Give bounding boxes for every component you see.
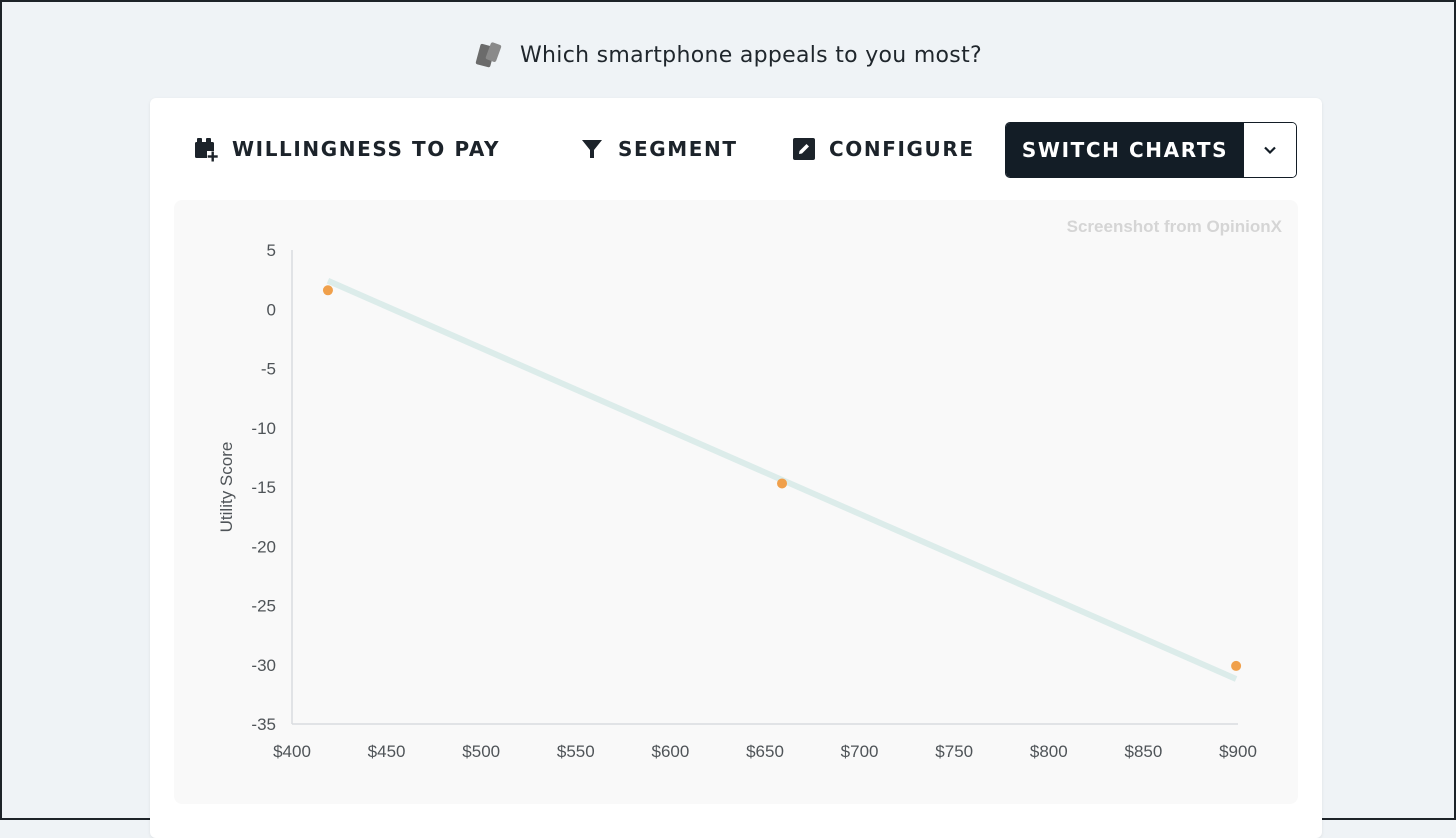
watermark: Screenshot from OpinionX [1066,217,1282,236]
y-tick-label: -20 [251,537,276,556]
x-tick-label: $750 [935,742,973,761]
segment-button[interactable]: SEGMENT [580,122,738,176]
data-point [322,285,333,296]
configure-label: CONFIGURE [829,137,975,161]
toolbar: WILLINGNESS TO PAY SEGMENT CONFIGURE SWI… [150,122,1322,178]
switch-charts-dropdown[interactable] [1244,123,1296,177]
x-tick-label: $850 [1124,742,1162,761]
cards-icon [475,42,502,68]
filter-icon [582,140,602,158]
willingness-to-pay-label: WILLINGNESS TO PAY [232,137,501,161]
y-tick-label: -10 [251,419,276,438]
switch-charts-button[interactable]: SWITCH CHARTS [1006,123,1244,177]
data-point [777,478,788,489]
x-tick-label: $400 [273,742,311,761]
chevron-down-icon [1264,146,1276,155]
data-point [1231,660,1242,671]
x-tick-label: $550 [557,742,595,761]
x-tick-label: $500 [462,742,500,761]
y-tick-label: 0 [267,300,276,319]
segment-label: SEGMENT [618,137,738,161]
question-text: Which smartphone appeals to you most? [520,42,982,68]
x-tick-label: $800 [1030,742,1068,761]
chart-panel: Screenshot from OpinionX 5 0 -5 -10 -15 -20 -2… [174,200,1298,804]
wtp-chart: 5 0 -5 -10 -15 -20 -25 -30 -35 $400 $450 $500 $550 $6… [217,241,1257,761]
x-tick-label: $700 [841,742,879,761]
x-tick-label: $600 [651,742,689,761]
y-tick-label: 5 [267,241,276,260]
x-tick-label: $900 [1219,742,1257,761]
results-card: WILLINGNESS TO PAY SEGMENT CONFIGURE SWI… [150,98,1322,838]
configure-button[interactable]: CONFIGURE [793,122,975,176]
y-tick-label: -35 [251,715,276,734]
y-tick-label: -5 [261,360,276,379]
y-tick-label: -15 [251,478,276,497]
x-tick-label: $650 [746,742,784,761]
y-tick-label: -30 [251,656,276,675]
switch-charts-group: SWITCH CHARTS [1005,122,1297,178]
toy-brick-plus-icon [195,138,218,162]
edit-icon [793,138,815,160]
x-tick-label: $450 [368,742,406,761]
y-tick-label: -25 [251,597,276,616]
willingness-to-pay-button[interactable]: WILLINGNESS TO PAY [194,122,500,176]
y-axis-label: Utility Score [217,442,236,533]
question-header: Which smartphone appeals to you most? [2,38,1454,72]
